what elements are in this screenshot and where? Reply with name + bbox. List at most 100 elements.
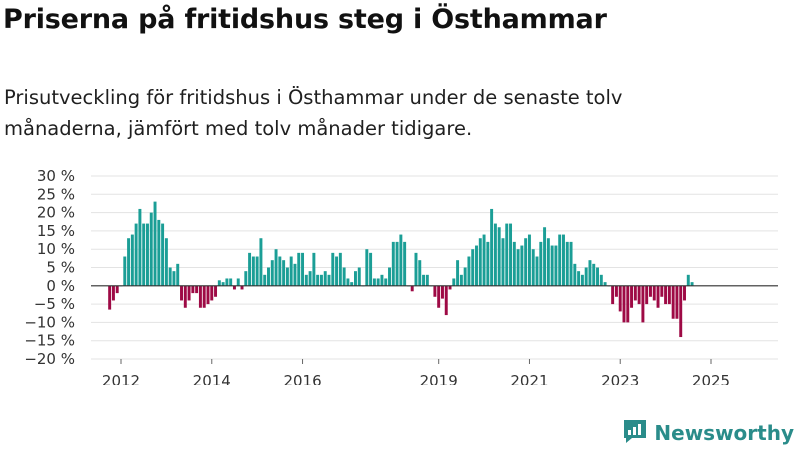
bar (267, 267, 270, 286)
bar (369, 252, 373, 286)
bar (289, 256, 293, 286)
y-tick-label: 15 % (37, 222, 75, 240)
bar (206, 285, 210, 305)
bar (335, 256, 339, 286)
bar (516, 249, 520, 286)
bar (153, 201, 157, 286)
bar (618, 285, 622, 312)
bar (554, 245, 558, 286)
bar (195, 285, 199, 294)
bar (664, 285, 668, 305)
bar (172, 271, 176, 286)
bar (183, 285, 187, 308)
bar (187, 285, 191, 301)
bar (648, 285, 652, 297)
bar (331, 252, 335, 286)
bar (259, 238, 263, 286)
bar (614, 285, 618, 297)
bar (217, 280, 221, 286)
bar (645, 285, 649, 305)
bar (354, 271, 357, 286)
bar (301, 252, 305, 286)
bar (263, 274, 267, 286)
bar (630, 285, 634, 308)
bar (448, 285, 452, 290)
bar (111, 285, 115, 301)
bar-series (108, 201, 694, 338)
bar (357, 267, 361, 286)
bar (376, 278, 380, 286)
bar (501, 238, 505, 286)
bar (191, 285, 195, 294)
bar (641, 285, 645, 323)
bar (584, 267, 588, 286)
y-tick-label: −10 % (24, 313, 75, 331)
bar (270, 260, 274, 286)
bar (550, 245, 554, 286)
bar (410, 285, 414, 292)
bar (221, 282, 225, 286)
bar (562, 234, 565, 286)
x-tick-label: 2023 (601, 372, 639, 385)
bar (471, 249, 475, 286)
bar (459, 274, 463, 286)
bar (440, 285, 444, 299)
bar (683, 285, 686, 301)
bar (142, 223, 146, 286)
bar (637, 285, 641, 305)
bar (437, 285, 441, 308)
bar (327, 274, 331, 286)
bar (656, 285, 660, 308)
brand-logo: Newsworthy (622, 418, 794, 448)
bar (388, 267, 391, 286)
bar (667, 285, 671, 305)
bar (543, 227, 547, 286)
bar (297, 252, 301, 286)
bar (565, 241, 569, 286)
bar (633, 285, 637, 301)
bar (399, 234, 403, 286)
bar (236, 278, 240, 286)
bar (342, 267, 346, 286)
bar (425, 274, 429, 286)
bar (577, 271, 581, 286)
x-axis: 2012 2014 2016 2019 2021 2023 2025 (102, 359, 730, 385)
bar (293, 263, 297, 286)
bar (232, 285, 236, 290)
bar (418, 260, 422, 286)
bar (580, 274, 584, 286)
bar (660, 285, 664, 297)
bar (414, 252, 418, 286)
x-tick-label: 2021 (510, 372, 548, 385)
bar (611, 285, 615, 305)
bar (679, 285, 683, 338)
bar (384, 278, 388, 286)
bar (622, 285, 626, 323)
bar (138, 208, 142, 286)
y-tick-label: 20 % (37, 204, 75, 222)
y-axis: 30 %25 %20 %15 %10 %5 %0 %−5 %−10 %−15 %… (24, 167, 75, 368)
y-tick-label: −5 % (34, 295, 75, 313)
x-tick-label: 2025 (692, 372, 730, 385)
y-tick-label: 25 % (37, 185, 75, 203)
bar (164, 238, 168, 286)
bar (569, 241, 573, 286)
bar (486, 241, 490, 286)
y-tick-label: 0 % (46, 277, 75, 295)
bar (493, 223, 497, 286)
bar (308, 271, 312, 286)
bar (134, 223, 138, 286)
x-tick-label: 2019 (420, 372, 458, 385)
bar (592, 263, 596, 286)
bar (652, 285, 656, 301)
bar (338, 252, 342, 286)
bar (531, 249, 535, 286)
bar (520, 245, 524, 286)
bar (346, 278, 350, 286)
gridlines (91, 175, 778, 360)
bar (127, 238, 131, 286)
latest-value-label: 1 % (709, 160, 734, 164)
bar (482, 234, 486, 286)
bar (475, 245, 478, 286)
chart-subtitle: Prisutveckling för fritidshus i Östhamma… (4, 86, 623, 140)
